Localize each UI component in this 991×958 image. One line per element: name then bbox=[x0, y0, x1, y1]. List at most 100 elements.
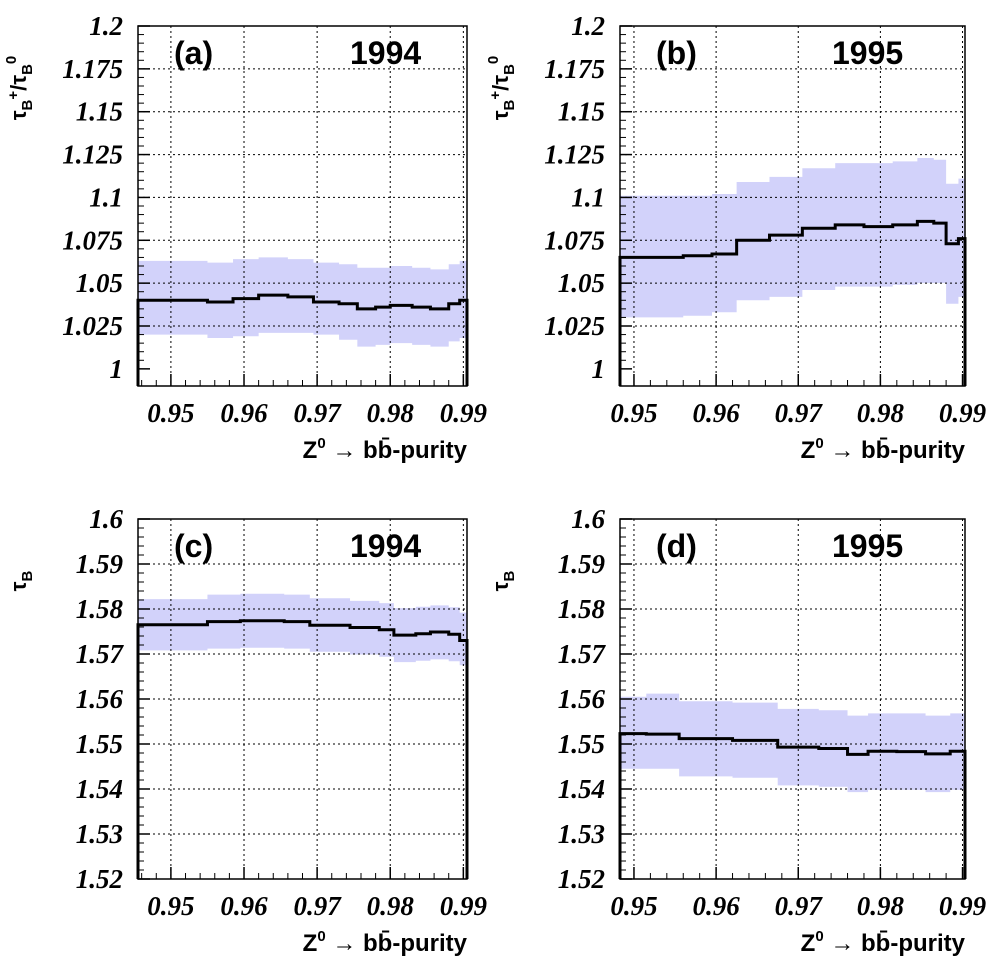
year-label: 1994 bbox=[350, 528, 421, 564]
panel-label: (b) bbox=[656, 35, 697, 71]
panel-label: (d) bbox=[656, 528, 697, 564]
y-axis-label-tau2: τ bbox=[6, 75, 31, 85]
y-axis-label-tau: τ bbox=[488, 110, 513, 120]
y-axis-label-sup: + bbox=[5, 91, 22, 100]
series-step-line bbox=[618, 219, 967, 386]
year-label: 1994 bbox=[350, 35, 421, 71]
y-axis-label-sub: B bbox=[19, 571, 36, 582]
y-tick-label: 1.1 bbox=[571, 182, 605, 212]
y-tick-label: 1.54 bbox=[76, 774, 123, 804]
panel-a: 1 1.025 1.05 1.075 1.1 1.125 1.15 1.175 1.2 0.95 0… bbox=[3, 11, 487, 464]
x-tick-label: 0.96 bbox=[692, 398, 740, 428]
x-tick-label: 0.99 bbox=[440, 398, 488, 428]
y-tick-label: 1.52 bbox=[76, 864, 123, 894]
y-axis-label-slash: / bbox=[488, 85, 513, 91]
x-tick-label: 0.97 bbox=[293, 891, 342, 921]
x-axis-label-main: Z bbox=[303, 930, 318, 957]
error-band bbox=[138, 593, 467, 666]
y-tick-label: 1.56 bbox=[76, 684, 124, 714]
y-tick-label: 1.025 bbox=[62, 311, 123, 341]
y-tick-label: 1.175 bbox=[62, 54, 123, 84]
x-axis-label-tail: → bb̄-purity bbox=[326, 437, 468, 464]
x-tick-label: 0.96 bbox=[220, 398, 268, 428]
x-tick-label: 0.95 bbox=[147, 891, 194, 921]
x-tick-label: 0.98 bbox=[857, 398, 905, 428]
y-tick-label: 1.58 bbox=[558, 594, 606, 624]
y-tick-label: 1.075 bbox=[62, 225, 123, 255]
x-tick-label: 0.99 bbox=[939, 891, 987, 921]
x-tick-label: 0.95 bbox=[610, 891, 657, 921]
year-label: 1995 bbox=[832, 35, 903, 71]
y-axis-label-sub2: B bbox=[19, 64, 36, 75]
plot-frame bbox=[137, 518, 468, 880]
y-tick-label: 1.6 bbox=[89, 504, 123, 534]
y-tick-label: 1 bbox=[110, 354, 124, 384]
y-tick-label: 1.57 bbox=[76, 639, 125, 669]
error-band bbox=[620, 693, 965, 793]
x-tick-label: 0.95 bbox=[147, 398, 194, 428]
y-axis-label: τB+/τB0 bbox=[3, 56, 36, 121]
y-tick-label: 1.1 bbox=[89, 182, 123, 212]
y-tick-label: 1.15 bbox=[76, 97, 123, 127]
y-tick-label: 1.53 bbox=[558, 819, 605, 849]
x-axis-label-main: Z bbox=[801, 437, 816, 464]
y-tick-label: 1.2 bbox=[89, 11, 123, 41]
y-tick-label: 1.55 bbox=[558, 729, 605, 759]
panel-label: (c) bbox=[174, 528, 213, 564]
y-tick-label: 1.05 bbox=[76, 268, 123, 298]
x-tick-label: 0.99 bbox=[939, 398, 987, 428]
y-axis-label-sub: B bbox=[501, 99, 518, 110]
y-axis-label-slash: / bbox=[6, 85, 31, 91]
y-tick-label: 1.59 bbox=[558, 549, 606, 579]
x-tick-label: 0.98 bbox=[367, 891, 415, 921]
x-axis-label-main: Z bbox=[801, 930, 816, 957]
y-tick-label: 1.53 bbox=[76, 819, 123, 849]
y-axis-label-tau: τ bbox=[488, 581, 513, 591]
y-axis-label-sub: B bbox=[501, 571, 518, 582]
panel-c: 1.52 1.53 1.54 1.55 1.56 1.57 1.58 1.59 1.6 0.95 0… bbox=[6, 504, 487, 957]
y-axis-label: τB+/τB0 bbox=[485, 56, 518, 121]
x-axis-label-tail: → bb̄-purity bbox=[326, 930, 468, 957]
y-tick-label: 1.55 bbox=[76, 729, 123, 759]
y-tick-label: 1 bbox=[592, 354, 606, 384]
panel-label: (a) bbox=[174, 35, 213, 71]
y-axis-label: τB bbox=[6, 571, 36, 592]
x-tick-label: 0.96 bbox=[220, 891, 268, 921]
x-tick-label: 0.97 bbox=[775, 398, 824, 428]
x-tick-label: 0.98 bbox=[857, 891, 905, 921]
y-axis-label: τB bbox=[488, 571, 518, 592]
panel-b: 1 1.025 1.05 1.075 1.1 1.125 1.15 1.175 1.2 0.95 0… bbox=[485, 11, 987, 464]
error-band bbox=[138, 257, 467, 347]
panel-d: 1.52 1.53 1.54 1.55 1.56 1.57 1.58 1.59 1.6 0.95 0… bbox=[488, 504, 987, 957]
x-axis-label-sup: 0 bbox=[317, 435, 325, 452]
y-axis-label-sub2: B bbox=[501, 64, 518, 75]
x-axis-label: Z0 → bb̄-purity bbox=[801, 928, 966, 957]
y-tick-label: 1.025 bbox=[544, 311, 605, 341]
x-axis-label-sup: 0 bbox=[815, 928, 823, 945]
y-tick-label: 1.52 bbox=[558, 864, 605, 894]
y-tick-label: 1.125 bbox=[62, 140, 123, 170]
x-tick-label: 0.98 bbox=[367, 398, 415, 428]
x-tick-label: 0.95 bbox=[610, 398, 657, 428]
x-axis-label: Z0 → bb̄-purity bbox=[801, 435, 966, 464]
y-tick-label: 1.57 bbox=[558, 639, 607, 669]
x-tick-label: 0.99 bbox=[440, 891, 488, 921]
y-axis-label-sub: B bbox=[19, 99, 36, 110]
y-axis-label-sup: + bbox=[487, 91, 504, 100]
y-tick-label: 1.54 bbox=[558, 774, 605, 804]
y-tick-label: 1.075 bbox=[544, 225, 605, 255]
series-step-line bbox=[136, 619, 469, 879]
y-tick-label: 1.59 bbox=[76, 549, 124, 579]
y-tick-label: 1.56 bbox=[558, 684, 606, 714]
y-axis-label-tau: τ bbox=[6, 110, 31, 120]
x-axis-label-main: Z bbox=[303, 437, 318, 464]
year-label: 1995 bbox=[832, 528, 903, 564]
series-step-line bbox=[136, 293, 469, 386]
x-tick-label: 0.97 bbox=[293, 398, 342, 428]
y-axis-label-sup2: 0 bbox=[485, 56, 502, 64]
y-tick-label: 1.05 bbox=[558, 268, 605, 298]
series-step-line bbox=[618, 732, 967, 879]
y-tick-label: 1.125 bbox=[544, 140, 605, 170]
y-tick-label: 1.15 bbox=[558, 97, 605, 127]
